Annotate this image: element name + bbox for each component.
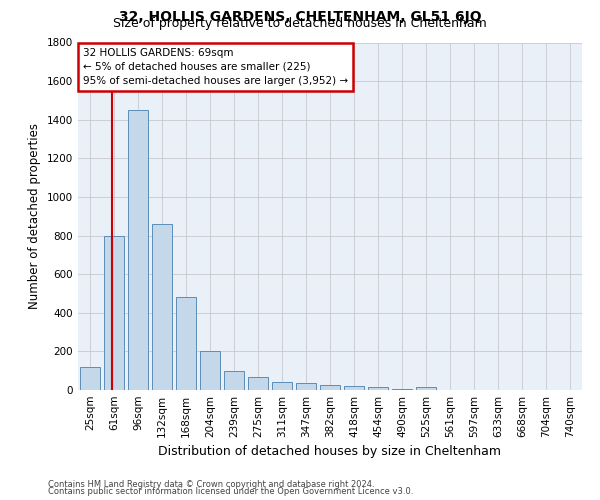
Bar: [224, 370, 244, 390]
Bar: [296, 383, 316, 390]
Text: Contains public sector information licensed under the Open Government Licence v3: Contains public sector information licen…: [48, 487, 413, 496]
Bar: [200, 352, 220, 390]
Y-axis label: Number of detached properties: Number of detached properties: [28, 123, 41, 309]
Bar: [152, 224, 172, 390]
Text: 32 HOLLIS GARDENS: 69sqm
← 5% of detached houses are smaller (225)
95% of semi-d: 32 HOLLIS GARDENS: 69sqm ← 5% of detache…: [83, 48, 348, 86]
Text: Contains HM Land Registry data © Crown copyright and database right 2024.: Contains HM Land Registry data © Crown c…: [48, 480, 374, 489]
Bar: [104, 236, 124, 390]
Bar: [392, 389, 412, 390]
Bar: [344, 386, 364, 390]
Bar: [272, 382, 292, 390]
X-axis label: Distribution of detached houses by size in Cheltenham: Distribution of detached houses by size …: [158, 446, 502, 458]
Bar: [248, 378, 268, 390]
Bar: [128, 110, 148, 390]
Text: 32, HOLLIS GARDENS, CHELTENHAM, GL51 6JQ: 32, HOLLIS GARDENS, CHELTENHAM, GL51 6JQ: [119, 10, 481, 24]
Bar: [176, 298, 196, 390]
Bar: [416, 387, 436, 390]
Text: Size of property relative to detached houses in Cheltenham: Size of property relative to detached ho…: [113, 18, 487, 30]
Bar: [320, 385, 340, 390]
Bar: [368, 387, 388, 390]
Bar: [80, 367, 100, 390]
